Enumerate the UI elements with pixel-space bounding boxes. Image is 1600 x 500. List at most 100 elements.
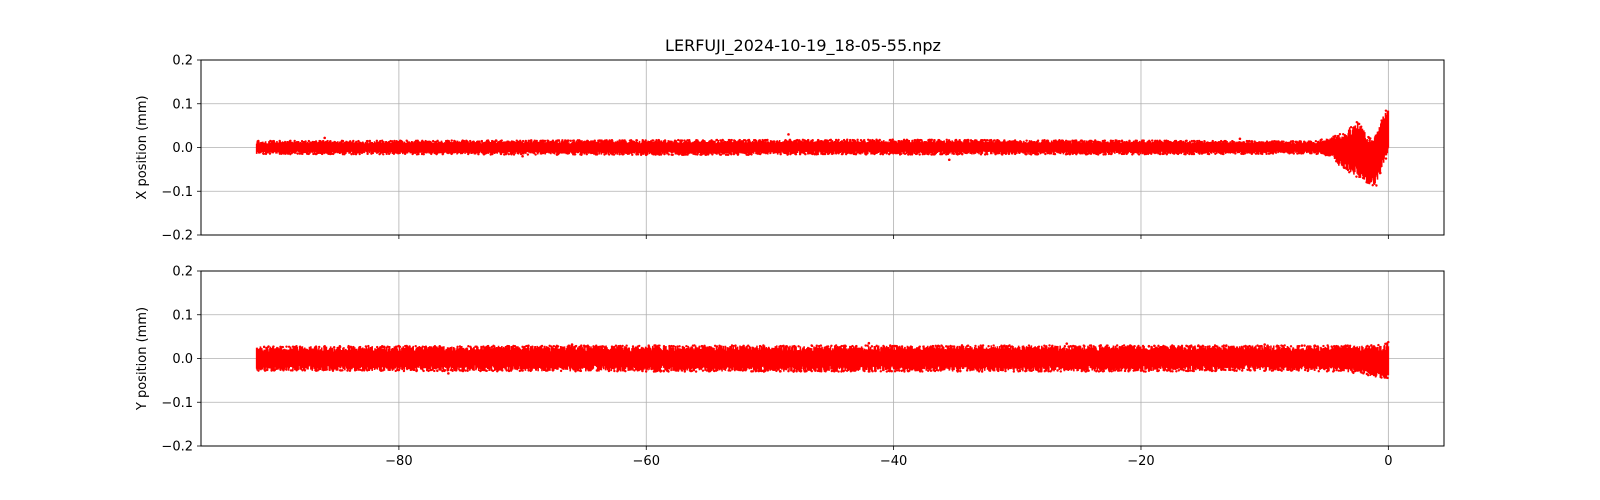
- data-point: [531, 345, 534, 348]
- data-point: [1380, 376, 1383, 379]
- data-point: [684, 153, 687, 156]
- data-point: [647, 344, 650, 347]
- data-point: [849, 370, 853, 373]
- data-point: [713, 369, 716, 373]
- data-point: [573, 153, 577, 156]
- data-point: [1180, 140, 1183, 143]
- data-point: [655, 139, 658, 142]
- data-point: [672, 344, 675, 348]
- data-point: [385, 152, 388, 156]
- data-point: [764, 369, 767, 372]
- data-point: [533, 139, 536, 142]
- data-point: [949, 344, 952, 348]
- data-point: [1299, 140, 1302, 143]
- data-point: [748, 152, 751, 156]
- data-point: [513, 345, 517, 348]
- y-tick-label: 0.2: [172, 265, 193, 280]
- data-point: [889, 344, 892, 347]
- data-point: [696, 139, 699, 142]
- data-point: [1128, 139, 1131, 142]
- data-point: [1224, 139, 1227, 143]
- data-point: [1047, 370, 1050, 373]
- data-point: [898, 369, 901, 372]
- data-point: [427, 369, 430, 373]
- data-point: [1027, 344, 1031, 347]
- data-point: [732, 344, 735, 348]
- data-point: [956, 370, 959, 373]
- data-point: [507, 152, 511, 156]
- data-point: [402, 369, 406, 373]
- data-point: [602, 345, 605, 348]
- data-point: [778, 370, 782, 373]
- data-point: [1203, 369, 1207, 372]
- data-point: [1051, 344, 1054, 348]
- data-point: [1131, 153, 1134, 156]
- data-point: [859, 139, 863, 142]
- data-point: [1097, 370, 1101, 373]
- data-point: [375, 345, 379, 349]
- data-point: [500, 139, 503, 142]
- data-point: [1235, 369, 1238, 372]
- data-point: [1075, 139, 1078, 142]
- data-point: [703, 344, 706, 348]
- data-point: [347, 344, 350, 348]
- data-point: [929, 369, 933, 372]
- data-point: [820, 370, 823, 373]
- data-point: [398, 139, 402, 143]
- data-point: [846, 138, 849, 141]
- data-point: [868, 139, 872, 142]
- data-point: [1246, 368, 1249, 371]
- panel-x-ticks: −0.2 −0.1 0.0 0.1 0.2: [161, 54, 1389, 244]
- data-point: [307, 152, 310, 156]
- data-point: [340, 139, 344, 142]
- data-point: [1234, 152, 1237, 155]
- data-point: [1127, 370, 1130, 373]
- data-point: [715, 345, 719, 348]
- data-point-outlier: [867, 341, 871, 345]
- data-point: [803, 370, 806, 373]
- data-point: [1084, 153, 1088, 156]
- data-point: [840, 344, 844, 348]
- data-point: [754, 139, 757, 142]
- data-point: [466, 369, 469, 372]
- data-point: [851, 344, 854, 348]
- data-point: [1292, 152, 1296, 155]
- data-point: [1153, 344, 1156, 348]
- data-point: [551, 139, 555, 142]
- data-point: [1346, 168, 1350, 172]
- data-point: [1004, 152, 1008, 156]
- data-point: [278, 152, 282, 155]
- data-point: [1279, 368, 1282, 372]
- data-point: [1059, 370, 1062, 373]
- data-point: [1362, 372, 1365, 375]
- data-point: [375, 139, 379, 142]
- data-point: [1117, 369, 1121, 372]
- data-point: [856, 138, 859, 142]
- data-point: [1365, 180, 1369, 184]
- data-point: [918, 370, 922, 373]
- data-point: [1082, 344, 1085, 347]
- data-point: [696, 153, 699, 156]
- data-point: [974, 344, 977, 348]
- data-point: [519, 152, 523, 156]
- data-point: [527, 344, 530, 347]
- data-point: [933, 369, 937, 373]
- data-point: [1270, 140, 1274, 143]
- data-point: [416, 139, 419, 143]
- data-point: [762, 344, 765, 347]
- data-point: [535, 139, 538, 143]
- data-point: [572, 139, 575, 143]
- data-point: [1240, 152, 1243, 155]
- data-point: [663, 152, 666, 156]
- panel-x-data: [255, 109, 1390, 187]
- data-point: [544, 369, 548, 372]
- data-point: [866, 138, 870, 141]
- data-point: [874, 369, 877, 373]
- data-point: [845, 369, 849, 372]
- data-point: [436, 369, 439, 372]
- data-point: [1090, 139, 1093, 143]
- data-point: [270, 369, 273, 372]
- data-point: [1198, 152, 1201, 155]
- data-point: [343, 152, 346, 156]
- data-point: [797, 345, 800, 348]
